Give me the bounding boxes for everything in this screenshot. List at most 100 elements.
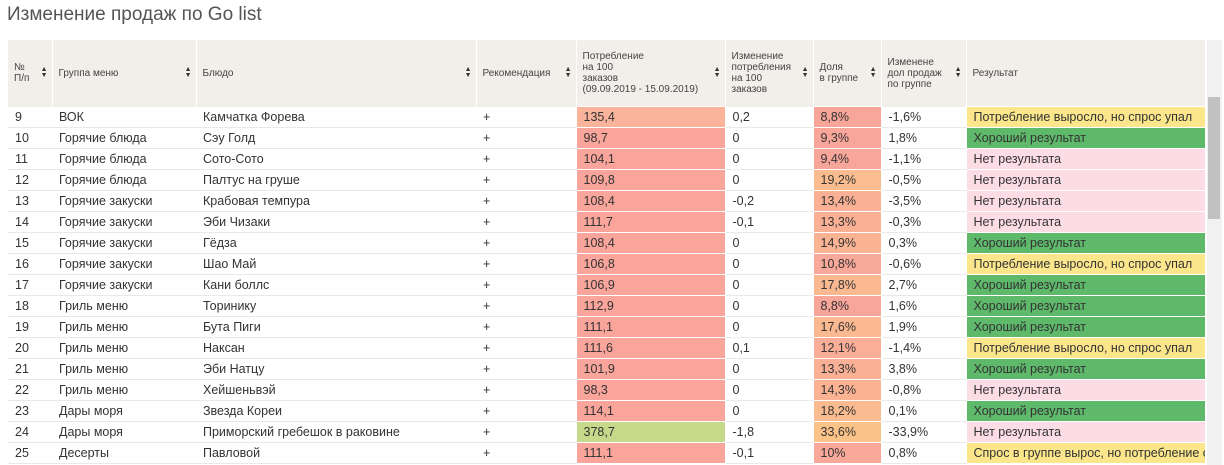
table-cell: 112,9 [575,295,726,317]
scrollbar-thumb[interactable] [1208,97,1220,219]
table-cell: 98,3 [575,379,726,401]
column-header[interactable]: Потребление на 100 заказов (09.09.2019 - 15… [576,40,726,107]
column-header[interactable]: Блюдо ▲ ▼ [196,40,477,107]
table-cell: 1,6% [881,295,966,317]
table-cell: 10% [812,442,882,464]
column-header[interactable]: № П/п ▲ ▼ [8,40,53,107]
table-cell: 33,6% [812,421,882,443]
header-text: (09.09.2019 - 15.09.2019) [582,84,699,95]
table-cell: 106,8 [575,253,726,275]
header-text: Доля [819,62,843,73]
table-cell: ВОК [52,106,196,128]
table-cell: 18,2% [812,400,882,422]
table-row: 24 Дары моря Приморский гребешок в раковин… [8,421,1205,443]
table-cell: + [476,421,576,443]
table-cell: + [476,337,576,359]
table-cell: Гриль меню [52,295,196,317]
table-cell: 13,3% [812,358,882,380]
table-cell: Горячие блюда [52,169,196,191]
table-cell: 98,7 [575,127,726,149]
table-cell: + [476,400,576,422]
table-cell: 109,8 [575,169,726,191]
column-header[interactable]: Группа меню ▲ ▼ [52,40,197,107]
table-cell: 13 [8,190,52,212]
table-cell: Потребление выросло, но спрос упал [965,106,1205,128]
table-cell: 16 [8,253,52,275]
table-cell: Камчатка Форева [196,106,476,128]
table-row: 18 Гриль меню Торинику +112,9 0 8,8% 1,6% Хорош… [8,295,1205,317]
sort-icon[interactable]: ▲ ▼ [564,66,572,80]
table-cell: Горячие закуски [52,211,196,233]
sort-icon[interactable]: ▲ ▼ [954,66,962,80]
page-title: Изменение продаж по Go list [7,4,262,25]
table-cell: 19 [8,316,52,338]
table-row: 17 Горячие закуски Кани боллс +106,9 0 17,8% 2… [8,274,1205,296]
table-row: 21 Гриль меню Эби Натцу +101,9 0 13,3% 3,8% Хор… [8,358,1205,380]
header-text: заказов [582,73,619,84]
table-cell: Звезда Кореи [196,400,476,422]
table-cell: Потребление выросло, но спрос упал [965,253,1205,275]
table-cell: Горячие блюда [52,127,196,149]
table-cell: Дары моря [52,400,196,422]
table-cell: + [476,379,576,401]
table-cell: 10,8% [812,253,882,275]
sort-icon[interactable]: ▲ ▼ [40,66,48,80]
table-cell: 0,1 [725,337,813,359]
table-cell: Хороший результат [965,232,1205,254]
table-cell: 378,7 [575,421,726,443]
table-cell: 111,1 [575,316,726,338]
sort-icon[interactable]: ▲ ▼ [464,66,472,80]
table-cell: 0 [725,400,813,422]
table-cell: Гёдза [196,232,476,254]
table-cell: Хороший результат [965,127,1205,149]
table-cell: 22 [8,379,52,401]
sort-icon[interactable]: ▲ ▼ [801,66,809,80]
header-text: дол продаж [887,67,942,79]
column-header[interactable]: Доля в группе ▲ ▼ [813,40,882,107]
table-cell: 14,9% [812,232,882,254]
table-cell: Потребление выросло, но спрос упал [965,337,1205,359]
table-cell: 18 [8,295,52,317]
table-cell: 10 [8,127,52,149]
table-cell: Нет результата [965,169,1205,191]
sort-icon[interactable]: ▲ ▼ [184,66,192,80]
table-cell: -0,5% [881,169,966,191]
table-cell: Шао Май [196,253,476,275]
table-cell: -1,8 [725,421,813,443]
table-cell: 111,7 [575,211,726,233]
table-cell: 0,8% [881,442,966,464]
table-cell: Гриль меню [52,337,196,359]
table-cell: 8,8% [812,295,882,317]
column-header[interactable]: Изменене дол продаж по группе ▲ ▼ [881,40,967,107]
table-cell: 9,3% [812,127,882,149]
table-cell: 17,6% [812,316,882,338]
table-cell: Нет результата [965,148,1205,170]
table-row: 14 Горячие закуски Эби Чизаки +111,7 -0,1 13,… [8,211,1205,233]
table-cell: -0,1 [725,211,813,233]
header-text: потребления [731,62,792,74]
table-cell: -0,8% [881,379,966,401]
table-cell: 3,8% [881,358,966,380]
table-cell: 0,2 [725,106,813,128]
column-header[interactable]: Результат [966,40,1205,107]
table-cell: Хороший результат [965,400,1205,422]
table-cell: 17 [8,274,52,296]
table-cell: 101,9 [575,358,726,380]
table-cell: 0 [725,127,813,149]
sort-icon[interactable]: ▲ ▼ [713,66,721,79]
table-cell: Наксан [196,337,476,359]
table-cell: 0,3% [881,232,966,254]
column-header[interactable]: Рекомендация ▲ ▼ [476,40,577,107]
table-cell: 25 [8,442,52,464]
table-cell: 0 [725,148,813,170]
header-text: на 100 [731,73,763,85]
table-cell: Приморский гребешок в раковине [196,421,476,443]
column-header[interactable]: Изменение потребления на 100 заказов ▲ ▼ [725,40,814,107]
table-cell: Хороший результат [965,316,1205,338]
table-cell: -0,1 [725,442,813,464]
table-cell: Хороший результат [965,358,1205,380]
table-cell: -0,6% [881,253,966,275]
table-cell: 0 [725,169,813,191]
sort-icon[interactable]: ▲ ▼ [869,66,877,79]
table-cell: 108,4 [575,232,726,254]
